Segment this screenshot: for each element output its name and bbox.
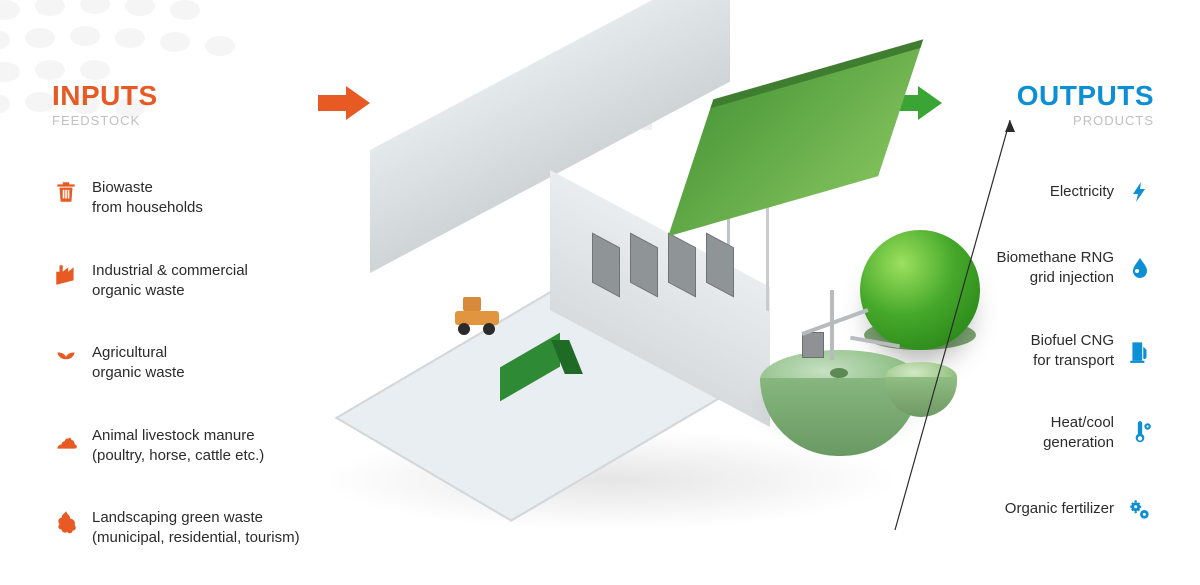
input-item: Agricultural organic waste xyxy=(52,343,302,384)
outputs-subtitle: PRODUCTS xyxy=(1017,114,1154,127)
factory-icon xyxy=(52,261,80,289)
front-loader xyxy=(455,303,503,331)
output-item: Electricity xyxy=(904,178,1154,206)
output-item-label: Organic fertilizer xyxy=(1005,499,1114,519)
outputs-header: OUTPUTS PRODUCTS xyxy=(1017,82,1154,127)
output-item-label: Biomethane RNG grid injection xyxy=(996,248,1114,289)
input-item: Biowaste from households xyxy=(52,178,302,219)
input-item-label: Animal livestock manure (poultry, horse,… xyxy=(92,426,264,467)
green-dumpster xyxy=(500,350,560,384)
input-item-label: Industrial & commercial organic waste xyxy=(92,261,248,302)
droplet-icon xyxy=(1126,254,1154,282)
thermometer-icon xyxy=(1126,419,1154,447)
leaf-icon xyxy=(52,508,80,536)
input-item-label: Agricultural organic waste xyxy=(92,343,185,384)
output-item: Organic fertilizer xyxy=(904,496,1154,524)
input-item-label: Biowaste from households xyxy=(92,178,203,219)
output-item-label: Electricity xyxy=(1050,182,1114,202)
manure-icon xyxy=(52,426,80,454)
piping xyxy=(790,280,910,390)
bolt-icon xyxy=(1126,178,1154,206)
output-item: Heat/cool generation xyxy=(904,413,1154,454)
input-item: Industrial & commercial organic waste xyxy=(52,261,302,302)
output-item-label: Heat/cool generation xyxy=(1043,413,1114,454)
sprout-icon xyxy=(52,343,80,371)
input-item: Landscaping green waste (municipal, resi… xyxy=(52,508,302,549)
output-item-label: Biofuel CNG for transport xyxy=(1031,331,1114,372)
input-item-label: Landscaping green waste (municipal, resi… xyxy=(92,508,300,549)
inputs-subtitle: FEEDSTOCK xyxy=(52,114,158,127)
facility-illustration xyxy=(330,50,890,510)
gears-icon xyxy=(1126,496,1154,524)
inputs-header: INPUTS FEEDSTOCK xyxy=(52,82,158,127)
outputs-title: OUTPUTS xyxy=(1017,82,1154,110)
fuel-pump-icon xyxy=(1126,337,1154,365)
input-item: Animal livestock manure (poultry, horse,… xyxy=(52,426,302,467)
inputs-title: INPUTS xyxy=(52,82,158,110)
inputs-list: Biowaste from households Industrial & co… xyxy=(52,178,302,585)
trash-icon xyxy=(52,178,80,206)
